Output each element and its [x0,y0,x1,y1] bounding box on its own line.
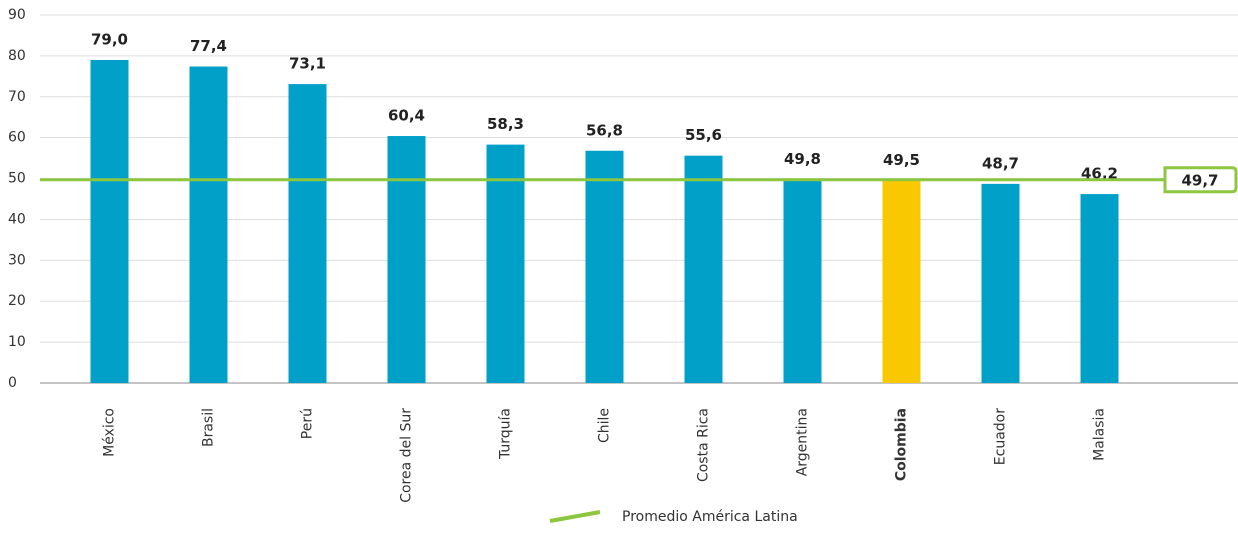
value-label: 46,2 [1081,165,1118,183]
average-label-box [1163,166,1238,194]
x-tick-label: Colombia [894,408,910,481]
value-label: 60,4 [388,107,425,125]
x-tick-label: Perú [300,408,316,439]
x-tick-label: Turquía [498,408,514,460]
x-tick-label: Brasil [201,408,217,447]
value-label: 48,7 [982,154,1019,172]
y-tick-label: 60 [8,130,26,146]
y-tick-label: 80 [8,48,26,64]
y-tick-label: 30 [8,252,26,268]
value-label: 56,8 [586,121,623,139]
x-tick-label: Ecuador [993,408,1009,465]
bar [288,84,327,383]
legend-label: Promedio América Latina [622,509,798,525]
y-tick-label: 20 [8,293,26,309]
bar [90,59,129,383]
bar [882,180,921,383]
bar [189,66,228,384]
value-label: 58,3 [487,115,524,133]
y-tick-label: 10 [8,334,26,350]
bar [387,136,426,383]
y-tick-label: 40 [8,211,26,227]
average-label: 49,7 [1181,171,1218,189]
x-tick-label: Malasia [1092,408,1108,461]
value-label: 77,4 [190,37,227,55]
bar [1080,194,1119,383]
x-tick-label: México [102,408,118,457]
y-tick-label: 50 [8,171,26,187]
x-tick-label: Argentina [795,408,811,476]
bar [783,179,822,383]
y-tick-label: 0 [8,375,17,391]
value-label: 73,1 [289,55,326,73]
bar [981,183,1020,383]
x-tick-label: Costa Rica [696,408,712,482]
y-tick-label: 90 [8,7,26,23]
x-tick-label: Chile [597,408,613,443]
y-tick-label: 70 [8,89,26,105]
bar [486,144,525,383]
bar [684,155,723,383]
legend-swatch [549,510,601,523]
value-label: 49,5 [883,151,920,169]
value-label: 79,0 [91,30,128,48]
value-label: 49,8 [784,150,821,168]
bar [585,150,624,383]
x-tick-label: Corea del Sur [399,408,415,503]
value-label: 55,6 [685,126,722,144]
